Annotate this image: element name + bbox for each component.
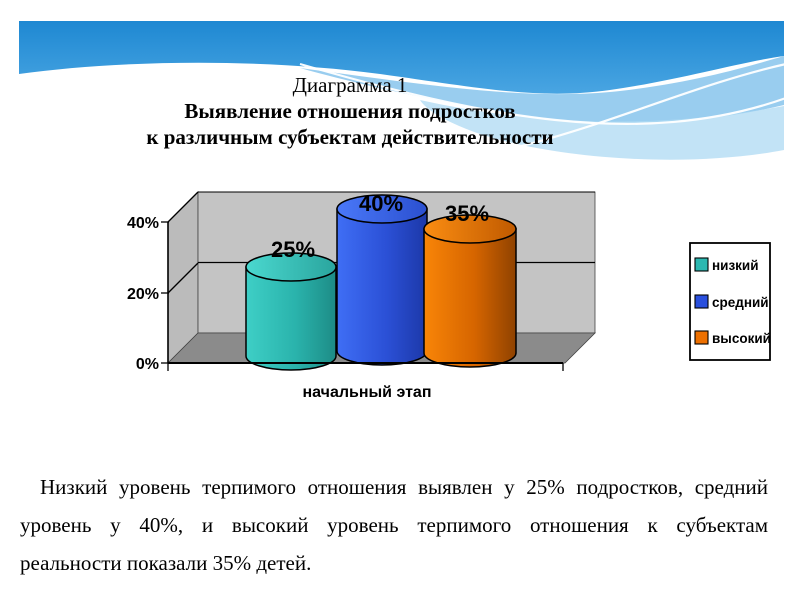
- x-axis-category-label: начальный этап: [303, 384, 432, 401]
- legend-label-medium: средний: [712, 295, 769, 310]
- wave-white-line-2: [429, 62, 787, 164]
- y-axis-label-20: 20%: [127, 286, 159, 303]
- body-paragraph: Низкий уровень терпимого отношения выявл…: [20, 468, 768, 582]
- cylinder-chart: 40% 20% 0% 25% 40% 35% начальный этап ни…: [127, 191, 771, 401]
- data-label-high: 35%: [445, 201, 489, 226]
- legend-swatch-high: [694, 330, 709, 345]
- legend-swatch-low: [694, 257, 709, 272]
- title-line-2: Выявление отношения подростков: [184, 99, 516, 123]
- grid-connector-20: [167, 262, 199, 294]
- data-label-medium: 40%: [359, 191, 403, 216]
- header-wave-decoration: [19, 21, 787, 164]
- y-axis-label-40: 40%: [127, 215, 159, 232]
- legend-swatch-medium: [694, 294, 709, 309]
- chart-legend: низкий средний высокий: [689, 242, 771, 361]
- wave-main-shape: [19, 21, 784, 94]
- grid-connector-40: [167, 191, 199, 223]
- slide-title: Диаграмма 1 Выявление отношения подростк…: [70, 72, 630, 150]
- bar-medium: [336, 194, 428, 366]
- title-line-3: к различным субъектам действительности: [146, 125, 554, 149]
- body-line-1: Низкий уровень терпимого отношения выявл…: [40, 475, 768, 499]
- legend-label-high: высокий: [712, 331, 771, 346]
- legend-label-low: низкий: [712, 258, 759, 273]
- y-axis-label-0: 0%: [136, 356, 159, 373]
- wave-light-shape-2: [420, 100, 784, 160]
- wave-white-line-1: [299, 62, 787, 126]
- wave-light-shape-1: [300, 56, 784, 124]
- bar-high: [423, 214, 517, 368]
- body-line-2: уровень у 40%, и высокий уровень терпимо…: [20, 513, 768, 537]
- bar-low: [245, 252, 337, 371]
- body-line-3: реальности показали 35% детей.: [20, 551, 312, 575]
- title-line-1: Диаграмма 1: [292, 73, 408, 97]
- data-label-low: 25%: [271, 237, 315, 262]
